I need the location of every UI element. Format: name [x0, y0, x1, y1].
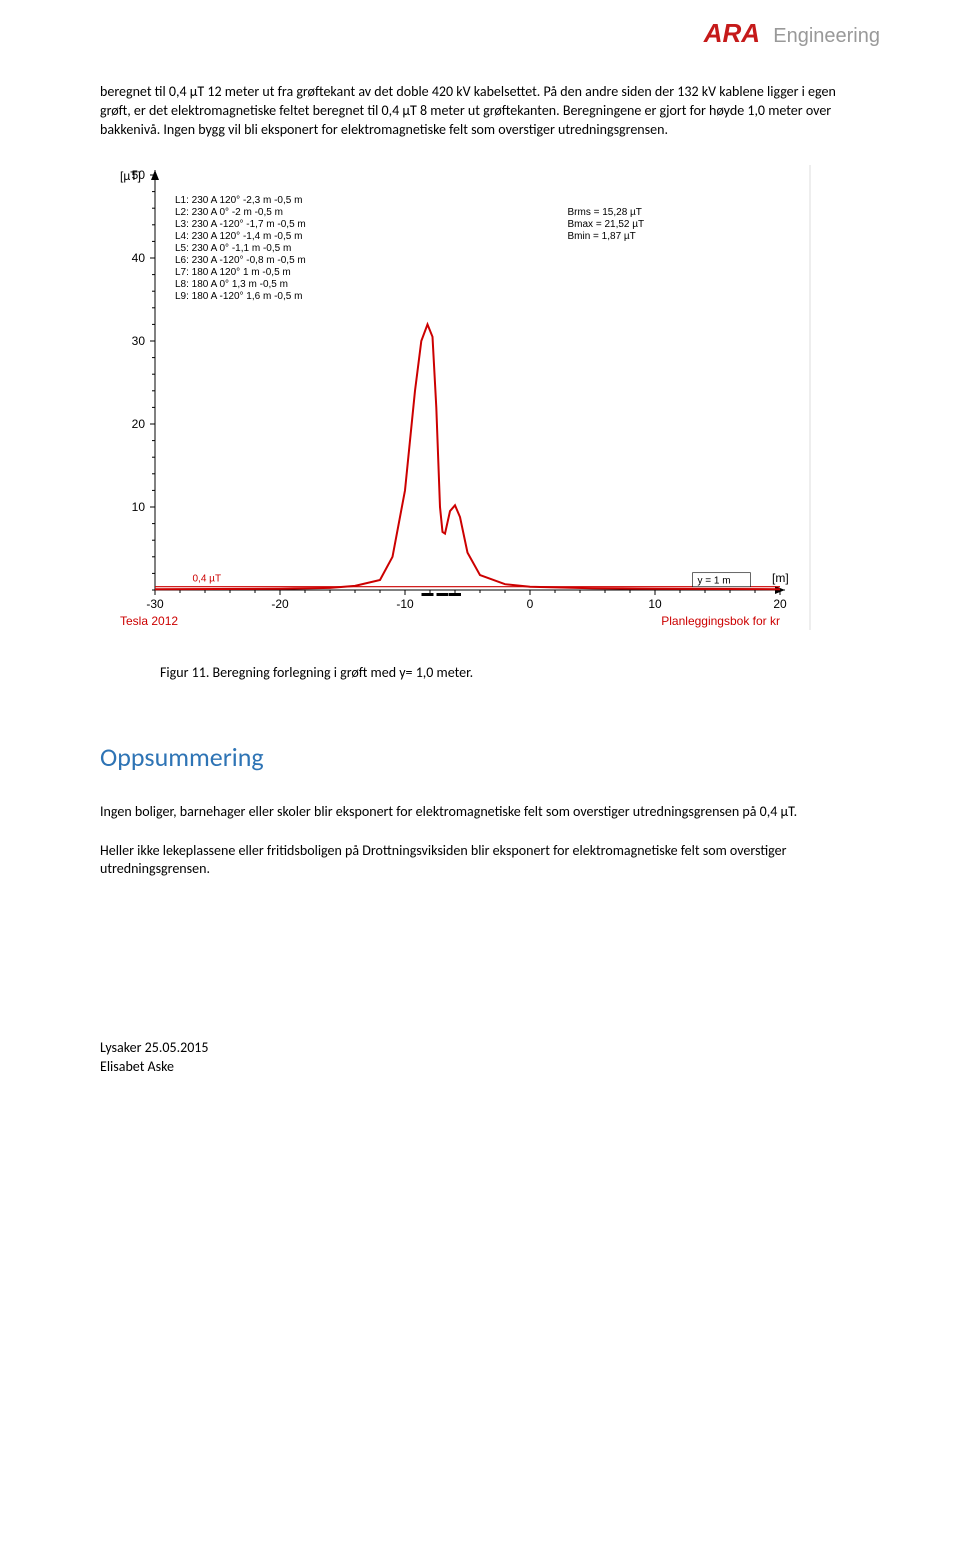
svg-text:-20: -20: [271, 597, 289, 611]
page-content: beregnet til 0,4 µT 12 meter ut fra grøf…: [0, 53, 960, 1096]
svg-text:20: 20: [132, 417, 146, 431]
svg-text:L6: 230 A -120° -0,8 m -0: L6: 230 A -120° -0,8 m -0,5 m: [175, 255, 306, 266]
svg-text:Brms = 15,28 µT: Brms = 15,28 µT: [568, 207, 642, 218]
svg-text:L2: 230 A 0° -2 m -0: L2: 230 A 0° -2 m -0,5 m: [175, 207, 283, 218]
svg-text:0: 0: [527, 597, 534, 611]
header-logo: ARA Engineering: [0, 0, 960, 53]
signature-name: Elisabet Aske: [100, 1058, 860, 1076]
svg-text:20: 20: [773, 597, 787, 611]
svg-text:40: 40: [132, 251, 146, 265]
signature-date: Lysaker 25.05.2015: [100, 1039, 860, 1057]
svg-text:10: 10: [648, 597, 662, 611]
svg-text:0,4 µT: 0,4 µT: [193, 573, 222, 584]
svg-text:L7: 180 A 120° 1 m -0: L7: 180 A 120° 1 m -0,5 m: [175, 267, 291, 278]
svg-text:L5: 230 A 0° -1,1 m -0: L5: 230 A 0° -1,1 m -0,5 m: [175, 243, 291, 254]
svg-text:-30: -30: [146, 597, 164, 611]
svg-text:[m]: [m]: [772, 571, 789, 585]
summary-paragraph-1: Ingen boliger, barnehager eller skoler b…: [100, 803, 860, 822]
svg-text:Tesla 2012: Tesla 2012: [120, 614, 178, 628]
svg-text:Bmax = 21,52 µT: Bmax = 21,52 µT: [568, 219, 645, 230]
svg-text:L8: 180 A 0° 1,3 m -0: L8: 180 A 0° 1,3 m -0,5 m: [175, 279, 288, 290]
svg-text:L3: 230 A -120° -1,7 m -0: L3: 230 A -120° -1,7 m -0,5 m: [175, 219, 306, 230]
summary-paragraph-2: Heller ikke lekeplassene eller fritidsbo…: [100, 842, 860, 880]
svg-text:-10: -10: [396, 597, 414, 611]
svg-text:Bmin = 1,87 µT: Bmin = 1,87 µT: [568, 231, 636, 242]
svg-text:50: 50: [132, 168, 146, 182]
svg-text:L4: 230 A 120° -1,4 m -0: L4: 230 A 120° -1,4 m -0,5 m: [175, 231, 302, 242]
svg-text:30: 30: [132, 334, 146, 348]
intro-paragraph: beregnet til 0,4 µT 12 meter ut fra grøf…: [100, 83, 860, 140]
svg-text:10: 10: [132, 500, 146, 514]
figure-caption: Figur 11. Beregning forlegning i grøft m…: [160, 664, 860, 681]
signature-block: Lysaker 25.05.2015 Elisabet Aske: [100, 1039, 860, 1075]
logo-brand: ARA: [704, 18, 760, 48]
svg-text:Planleggingsbok for kr: Planleggingsbok for kr: [661, 614, 780, 628]
svg-text:L1: 230 A 120° -2,3 m -0: L1: 230 A 120° -2,3 m -0,5 m: [175, 195, 302, 206]
svg-text:L9: 180 A -120° 1,6 m -0: L9: 180 A -120° 1,6 m -0,5 m: [175, 291, 302, 302]
svg-text:y = 1 m: y = 1 m: [698, 575, 731, 586]
section-heading: Oppsummering: [100, 741, 860, 773]
logo-sub: Engineering: [773, 25, 880, 47]
chart-svg: [µT][m]1020304050-30-20-10010200,4 µTy =…: [100, 160, 820, 650]
chart-figure: [µT][m]1020304050-30-20-10010200,4 µTy =…: [100, 160, 860, 654]
